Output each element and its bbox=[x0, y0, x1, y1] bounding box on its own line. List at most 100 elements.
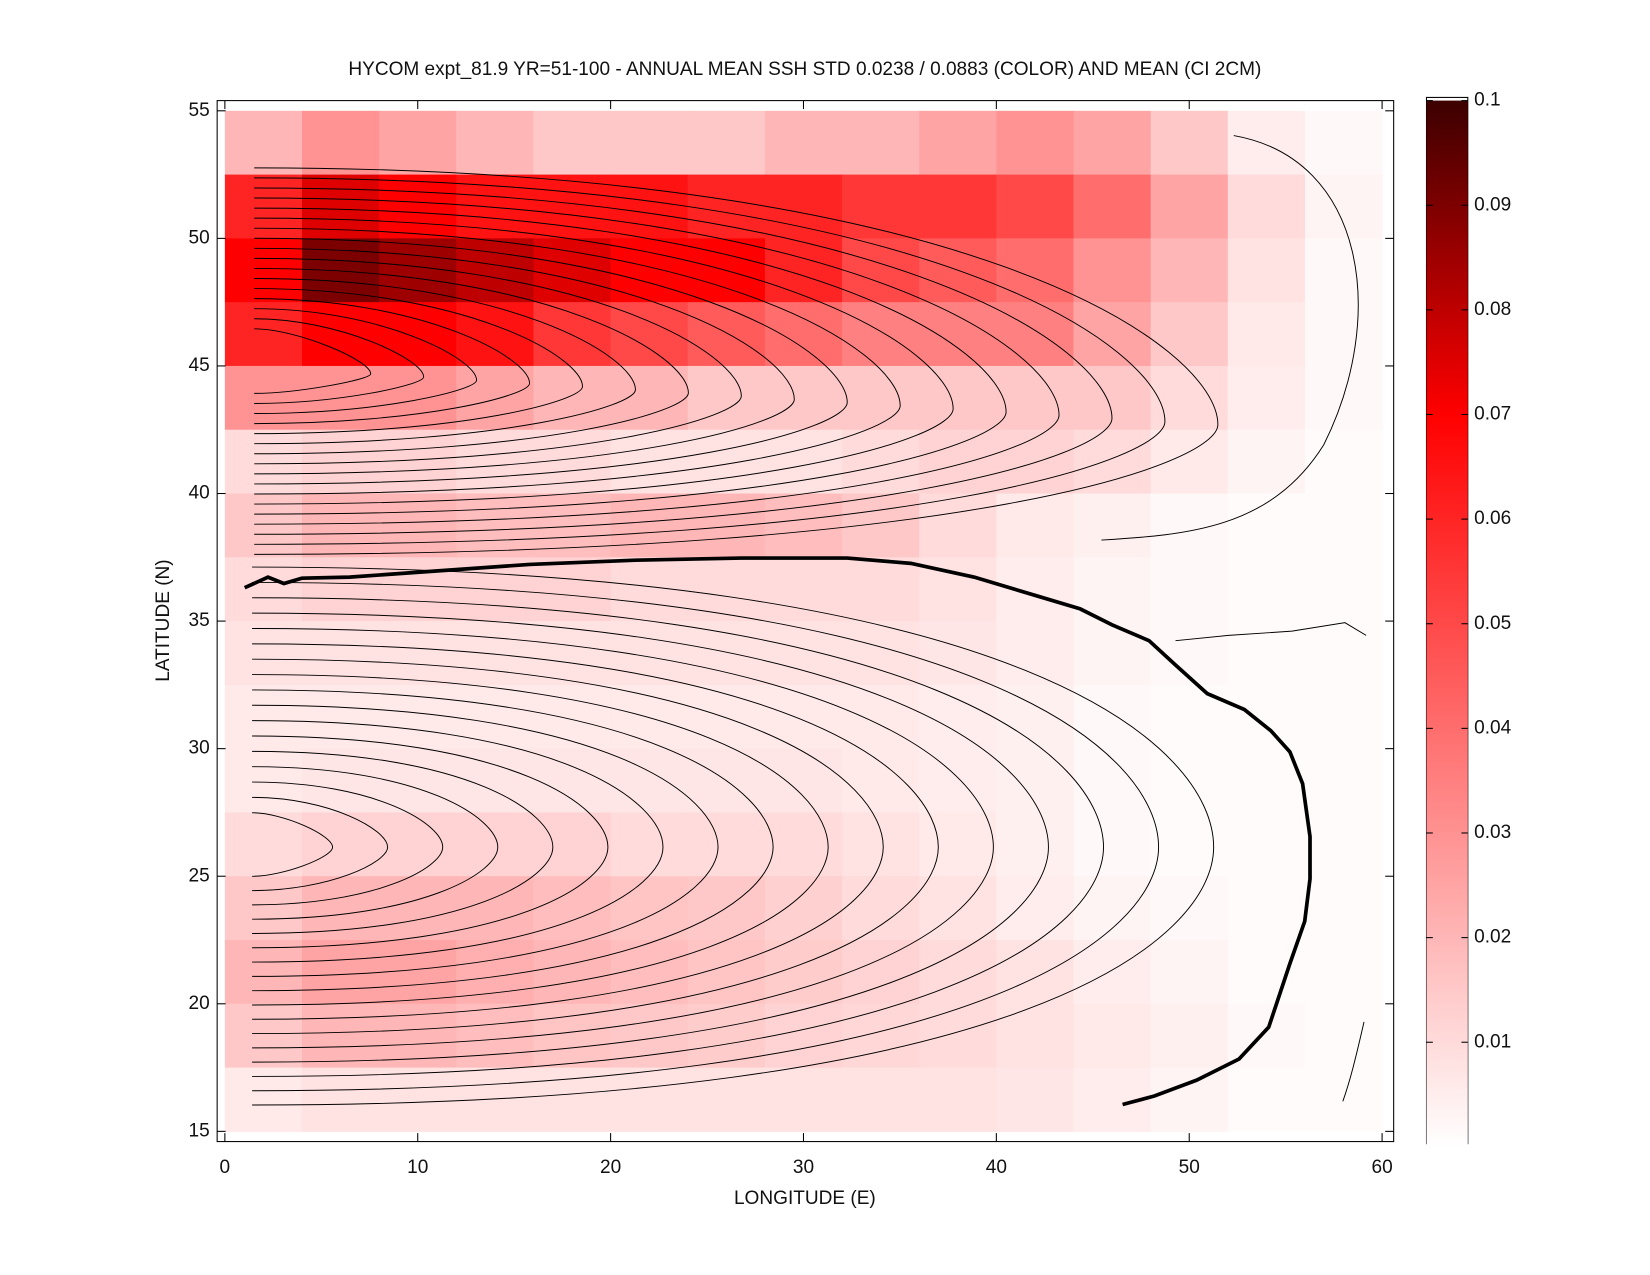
contour bbox=[254, 288, 583, 435]
heatmap-cell bbox=[1073, 940, 1152, 1005]
heatmap-cell bbox=[1073, 684, 1152, 750]
heatmap-cell bbox=[302, 1067, 380, 1132]
heatmap-cell bbox=[456, 1003, 534, 1069]
heatmap-cell bbox=[456, 684, 534, 750]
y-tick-label: 25 bbox=[189, 865, 210, 886]
heatmap-cell bbox=[1227, 365, 1306, 431]
x-axis-label: LONGITUDE (E) bbox=[734, 1188, 876, 1209]
heatmap-cell bbox=[302, 748, 380, 813]
heatmap-cell bbox=[919, 812, 997, 877]
contour bbox=[252, 796, 389, 892]
heatmap-cell bbox=[1304, 429, 1383, 495]
heatmap-cell bbox=[764, 174, 843, 239]
heatmap-cell bbox=[302, 621, 380, 686]
contour bbox=[252, 720, 664, 963]
heatmap-cell bbox=[919, 493, 997, 558]
heatmap-cell bbox=[456, 876, 534, 941]
contour bbox=[252, 750, 554, 934]
heatmap-cell bbox=[1227, 812, 1306, 877]
heatmap-cell bbox=[919, 684, 997, 750]
heatmap-cell bbox=[456, 238, 534, 303]
y-tick-label: 55 bbox=[189, 100, 210, 121]
y-tick-label: 50 bbox=[189, 227, 210, 248]
heatmap-cell bbox=[379, 621, 457, 686]
heatmap-cell bbox=[610, 876, 689, 941]
contour bbox=[254, 257, 742, 465]
heatmap-cell bbox=[1073, 812, 1152, 877]
heatmap-cell bbox=[919, 748, 997, 813]
heatmap-cell bbox=[996, 748, 1075, 813]
heatmap-cell bbox=[224, 812, 303, 877]
heatmap-cell bbox=[224, 557, 303, 622]
heatmap-cell bbox=[842, 748, 920, 813]
heatmap-cell bbox=[302, 302, 380, 367]
heatmap-cell bbox=[687, 493, 766, 558]
heatmap-cell bbox=[379, 238, 457, 303]
contour bbox=[254, 237, 848, 485]
heatmap-cell bbox=[764, 876, 843, 941]
heatmap-cell bbox=[996, 812, 1075, 877]
heatmap-cell bbox=[1227, 621, 1306, 686]
heatmap-cell bbox=[224, 876, 303, 941]
heatmap-cell bbox=[224, 429, 303, 495]
x-tick-label: 0 bbox=[220, 1157, 231, 1178]
heatmap-cell bbox=[379, 493, 457, 558]
colorbar-tick-label: 0.1 bbox=[1474, 90, 1500, 111]
heatmap-cell bbox=[842, 238, 920, 303]
colorbar-tick-label: 0.01 bbox=[1474, 1031, 1511, 1052]
heatmap-cell bbox=[1227, 876, 1306, 941]
y-tick-label: 35 bbox=[189, 610, 210, 631]
heatmap-cell bbox=[1150, 940, 1229, 1005]
heatmap-cell bbox=[456, 302, 534, 367]
x-tick-label: 50 bbox=[1179, 1157, 1200, 1178]
heatmap-cell bbox=[610, 684, 689, 750]
heatmap-cell bbox=[456, 812, 534, 877]
heatmap-cell bbox=[919, 1067, 997, 1132]
contour bbox=[254, 177, 1166, 545]
heatmap-cell bbox=[1304, 174, 1383, 239]
contour bbox=[254, 278, 636, 445]
heatmap-cell bbox=[224, 1003, 303, 1069]
heatmap-cell bbox=[1227, 302, 1306, 367]
heatmap-cell bbox=[224, 174, 303, 239]
contour bbox=[254, 227, 901, 495]
y-tick-label: 45 bbox=[189, 355, 210, 376]
heatmap-cell bbox=[1150, 557, 1229, 622]
heatmap-cell bbox=[687, 557, 766, 622]
heatmap-cell bbox=[456, 429, 534, 495]
x-tick-label: 40 bbox=[986, 1157, 1007, 1178]
heatmap-cell bbox=[919, 1003, 997, 1069]
heatmap-cell bbox=[764, 1067, 843, 1132]
heatmap-cell bbox=[224, 940, 303, 1005]
colorbar-tick-label: 0.03 bbox=[1474, 822, 1511, 843]
heatmap-cell bbox=[764, 429, 843, 495]
heatmap-cell bbox=[1304, 940, 1383, 1005]
x-tick-label: 20 bbox=[600, 1157, 621, 1178]
heatmap-cell bbox=[1150, 110, 1229, 176]
heatmap-cell bbox=[533, 493, 612, 558]
contour bbox=[254, 167, 1219, 555]
contour bbox=[254, 197, 1060, 525]
heatmap-cell bbox=[533, 876, 612, 941]
heatmap-cell bbox=[456, 174, 534, 239]
contour bbox=[252, 581, 1160, 1092]
zero-contour bbox=[243, 556, 1312, 1107]
heatmap-cell bbox=[1304, 365, 1383, 431]
heatmap-cell bbox=[1150, 1003, 1229, 1069]
y-tick-label: 40 bbox=[189, 483, 210, 504]
heatmap-cell bbox=[379, 812, 457, 877]
heatmap-cell bbox=[379, 1067, 457, 1132]
heatmap-cell bbox=[842, 429, 920, 495]
contour bbox=[254, 267, 689, 455]
heatmap-cell bbox=[379, 174, 457, 239]
heatmap-cell bbox=[1227, 110, 1306, 176]
heatmap-cell bbox=[919, 174, 997, 239]
contour bbox=[1175, 622, 1367, 642]
heatmap-cell bbox=[919, 621, 997, 686]
heatmap-cell bbox=[1304, 812, 1383, 877]
heatmap-cell bbox=[1304, 621, 1383, 686]
heatmap-cell bbox=[1304, 1003, 1383, 1069]
heatmap-cell bbox=[996, 429, 1075, 495]
contour bbox=[252, 566, 1215, 1106]
heatmap-cell bbox=[533, 302, 612, 367]
